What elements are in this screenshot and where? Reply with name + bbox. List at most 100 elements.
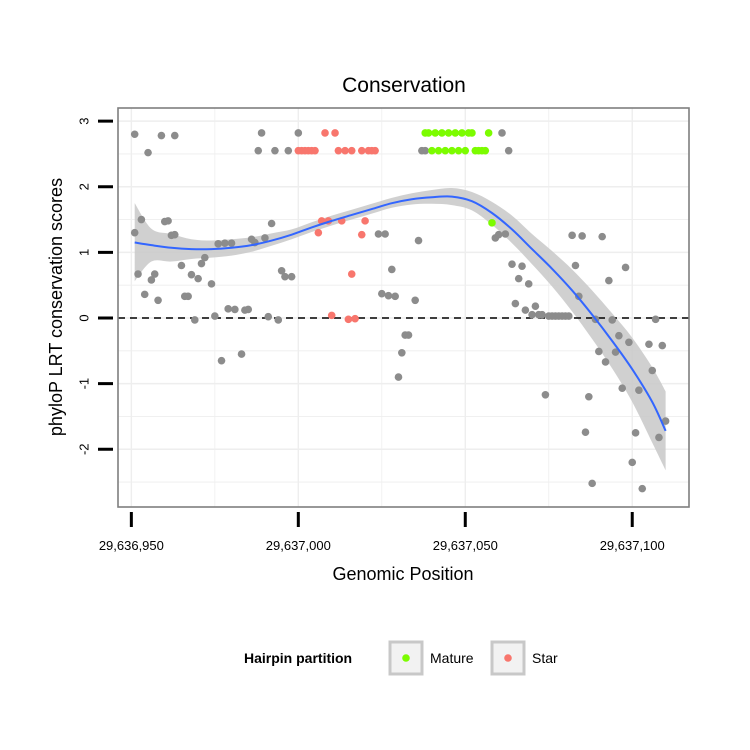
data-point-other bbox=[227, 239, 236, 247]
data-point-other bbox=[211, 312, 219, 320]
data-point-other bbox=[134, 270, 142, 278]
data-point-other bbox=[170, 131, 179, 140]
data-point-other bbox=[411, 296, 419, 305]
data-point-other bbox=[611, 348, 620, 356]
data-point-star bbox=[347, 146, 356, 155]
data-point-mature bbox=[468, 129, 476, 137]
data-point-mature bbox=[434, 146, 443, 155]
data-point-mature bbox=[444, 129, 453, 137]
data-point-other bbox=[384, 291, 393, 300]
y-axis: -2 -1 0 1 2 3 bbox=[77, 118, 113, 455]
data-point-other bbox=[374, 230, 383, 238]
y-tick-label: -2 bbox=[77, 443, 92, 455]
data-point-other bbox=[177, 261, 186, 270]
data-point-other bbox=[130, 130, 139, 139]
data-point-star bbox=[347, 270, 356, 278]
data-point-other bbox=[524, 280, 533, 288]
data-point-other bbox=[221, 239, 229, 247]
data-point-star bbox=[357, 146, 366, 155]
data-point-other bbox=[618, 384, 627, 393]
data-point-other bbox=[157, 131, 166, 140]
data-point-other bbox=[595, 347, 603, 356]
legend-marker-mature bbox=[402, 654, 410, 662]
data-point-other bbox=[187, 270, 196, 279]
data-point-star bbox=[321, 129, 329, 137]
legend-marker-star bbox=[504, 654, 512, 662]
data-point-other bbox=[528, 310, 536, 319]
data-point-other bbox=[274, 316, 283, 324]
data-point-other bbox=[598, 232, 606, 241]
legend-entry-star: Star bbox=[490, 640, 558, 676]
data-point-mature bbox=[424, 129, 433, 137]
data-point-other bbox=[575, 292, 583, 301]
y-tick-label: 1 bbox=[77, 249, 92, 256]
y-axis-title: phyloP LRT conservation scores bbox=[46, 178, 66, 436]
data-point-mature bbox=[484, 129, 493, 137]
data-point-star bbox=[341, 146, 349, 155]
data-point-other bbox=[394, 373, 403, 381]
data-point-other bbox=[571, 261, 580, 270]
data-point-other bbox=[635, 386, 643, 394]
data-point-other bbox=[264, 312, 273, 321]
data-point-mature bbox=[448, 146, 456, 155]
data-point-star bbox=[344, 315, 353, 324]
data-point-other bbox=[631, 429, 640, 437]
legend-title: Hairpin partition bbox=[244, 650, 352, 666]
data-point-other bbox=[217, 356, 226, 365]
legend-entries: Mature Star bbox=[388, 640, 558, 676]
smooth-trend-line bbox=[134, 195, 667, 432]
data-point-other bbox=[585, 392, 593, 401]
data-point-other bbox=[144, 148, 152, 157]
data-point-other bbox=[621, 263, 630, 272]
data-point-other bbox=[521, 306, 530, 314]
data-point-other bbox=[398, 348, 406, 357]
data-point-other bbox=[137, 215, 146, 224]
data-point-other bbox=[214, 240, 222, 248]
data-point-other bbox=[581, 428, 590, 436]
data-point-star bbox=[314, 228, 323, 237]
data-point-other bbox=[377, 289, 386, 298]
data-point-other bbox=[661, 417, 670, 425]
data-point-other bbox=[601, 358, 610, 366]
data-point-star bbox=[351, 314, 359, 323]
data-point-other bbox=[201, 253, 209, 262]
data-point-other bbox=[244, 305, 253, 314]
data-point-other bbox=[140, 290, 149, 299]
y-tick-label: -1 bbox=[77, 378, 92, 390]
legend-entry-mature: Mature bbox=[388, 640, 474, 676]
data-point-other bbox=[277, 266, 286, 275]
data-point-other bbox=[568, 231, 576, 240]
data-point-other bbox=[608, 316, 616, 324]
data-point-mature bbox=[431, 129, 440, 137]
data-point-other bbox=[170, 230, 179, 239]
data-point-star bbox=[334, 146, 343, 155]
x-axis: 29,636,950 29,637,000 29,637,050 29,637,100 bbox=[99, 512, 665, 553]
x-tick-label: 29,637,000 bbox=[266, 538, 331, 553]
data-point-mature bbox=[451, 129, 460, 137]
data-point-other bbox=[381, 230, 389, 238]
data-points bbox=[130, 129, 670, 493]
data-point-other bbox=[625, 338, 633, 347]
chart-title: Conservation bbox=[342, 74, 466, 97]
data-point-other bbox=[648, 366, 657, 375]
data-point-other bbox=[508, 260, 516, 268]
data-point-other bbox=[651, 315, 660, 324]
data-point-other bbox=[287, 272, 296, 281]
data-point-other bbox=[281, 272, 289, 281]
data-point-mature bbox=[481, 146, 490, 155]
data-point-other bbox=[254, 146, 263, 155]
data-point-other bbox=[498, 129, 506, 137]
legend-label: Star bbox=[532, 650, 558, 666]
x-tick-label: 29,636,950 bbox=[99, 538, 164, 553]
confidence-ribbon bbox=[134, 188, 666, 471]
data-point-other bbox=[658, 341, 667, 350]
data-point-other bbox=[541, 390, 550, 399]
data-point-star bbox=[331, 129, 339, 137]
legend: Hairpin partition Mature Star bbox=[244, 640, 558, 676]
data-point-other bbox=[237, 350, 246, 358]
data-point-other bbox=[655, 433, 663, 442]
data-point-other bbox=[294, 129, 303, 137]
data-point-other bbox=[504, 146, 513, 155]
data-point-other bbox=[638, 484, 647, 493]
